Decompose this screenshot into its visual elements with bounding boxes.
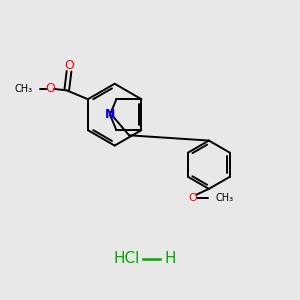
Text: O: O	[64, 59, 74, 72]
Text: H: H	[165, 251, 176, 266]
Text: CH₃: CH₃	[215, 193, 233, 203]
Text: CH₃: CH₃	[15, 84, 33, 94]
Text: N: N	[105, 108, 116, 121]
Text: O: O	[46, 82, 56, 95]
Text: O: O	[188, 193, 197, 203]
Text: HCl: HCl	[113, 251, 140, 266]
